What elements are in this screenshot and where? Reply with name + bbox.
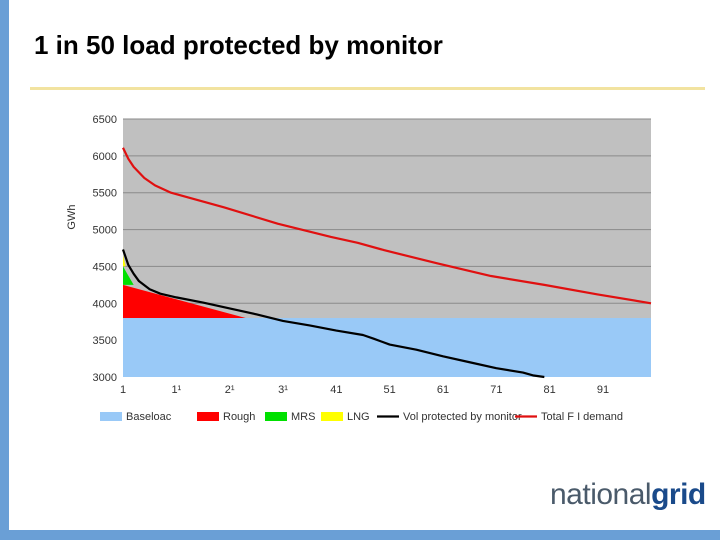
national-grid-logo: nationalgrid: [550, 478, 706, 512]
legend-item: LNG: [321, 411, 370, 423]
x-tick-label: 71: [490, 384, 502, 396]
y-tick-label: 4000: [93, 298, 117, 310]
y-tick-label: 6500: [93, 114, 117, 126]
legend-item: Baseloac: [100, 411, 172, 423]
legend-label: MRS: [291, 411, 315, 423]
slide-title: 1 in 50 load protected by monitor: [34, 30, 443, 60]
x-tick-label: 1¹: [171, 384, 181, 396]
x-tick-label: 61: [437, 384, 449, 396]
legend-label: Total F I demand: [541, 411, 623, 423]
legend-label: Vol protected by monitor: [403, 411, 522, 423]
left-accent-bar: [0, 0, 9, 540]
y-tick-label: 6000: [93, 151, 117, 163]
y-tick-label: 5500: [93, 188, 117, 200]
legend-swatch: [321, 412, 343, 421]
area-chart: 3000 3500 4000 4500 5000 5500 6000 6500 1 1¹ 2¹ 3¹…: [66, 114, 652, 423]
x-axis-ticks: 1 1¹ 2¹ 3¹ 41 51 61 71 81 91: [120, 384, 609, 396]
legend: Baseloac Rough MRS LNG Vol protected by moni…: [100, 411, 623, 423]
line-total-f-i-demand: [122, 147, 652, 305]
x-tick-label: 1: [120, 384, 126, 396]
x-tick-label: 81: [544, 384, 556, 396]
bottom-accent-bar: [0, 530, 720, 540]
title-underline: [30, 87, 705, 90]
legend-label: LNG: [347, 411, 370, 423]
y-tick-label: 5000: [93, 225, 117, 237]
area-baseloac: [123, 318, 651, 377]
x-tick-label: 2¹: [225, 384, 235, 396]
logo-text-grid: grid: [651, 478, 706, 511]
x-tick-label: 91: [597, 384, 609, 396]
legend-label: Rough: [223, 411, 255, 423]
y-tick-label: 3500: [93, 335, 117, 347]
area-rough: [123, 284, 246, 319]
legend-swatch: [265, 412, 287, 421]
x-tick-label: 41: [330, 384, 342, 396]
legend-item: Total F I demand: [515, 411, 623, 423]
logo-text-national: national: [550, 478, 652, 511]
legend-item: MRS: [265, 411, 315, 423]
y-tick-label: 3000: [93, 372, 117, 384]
legend-swatch: [100, 412, 122, 421]
x-tick-label: 3¹: [278, 384, 288, 396]
line-vol-protected-by-monitor: [121, 249, 545, 379]
x-tick-label: 51: [384, 384, 396, 396]
legend-label: Baseloac: [126, 411, 172, 423]
legend-swatch: [197, 412, 219, 421]
area-lng: [123, 255, 126, 267]
y-axis-label: GWh: [66, 205, 78, 230]
legend-item: Rough: [197, 411, 255, 423]
series-lines: [121, 147, 652, 379]
y-tick-label: 4500: [93, 261, 117, 273]
legend-item: Vol protected by monitor: [377, 411, 522, 423]
y-axis-ticks: 3000 3500 4000 4500 5000 5500 6000 6500: [93, 114, 117, 384]
